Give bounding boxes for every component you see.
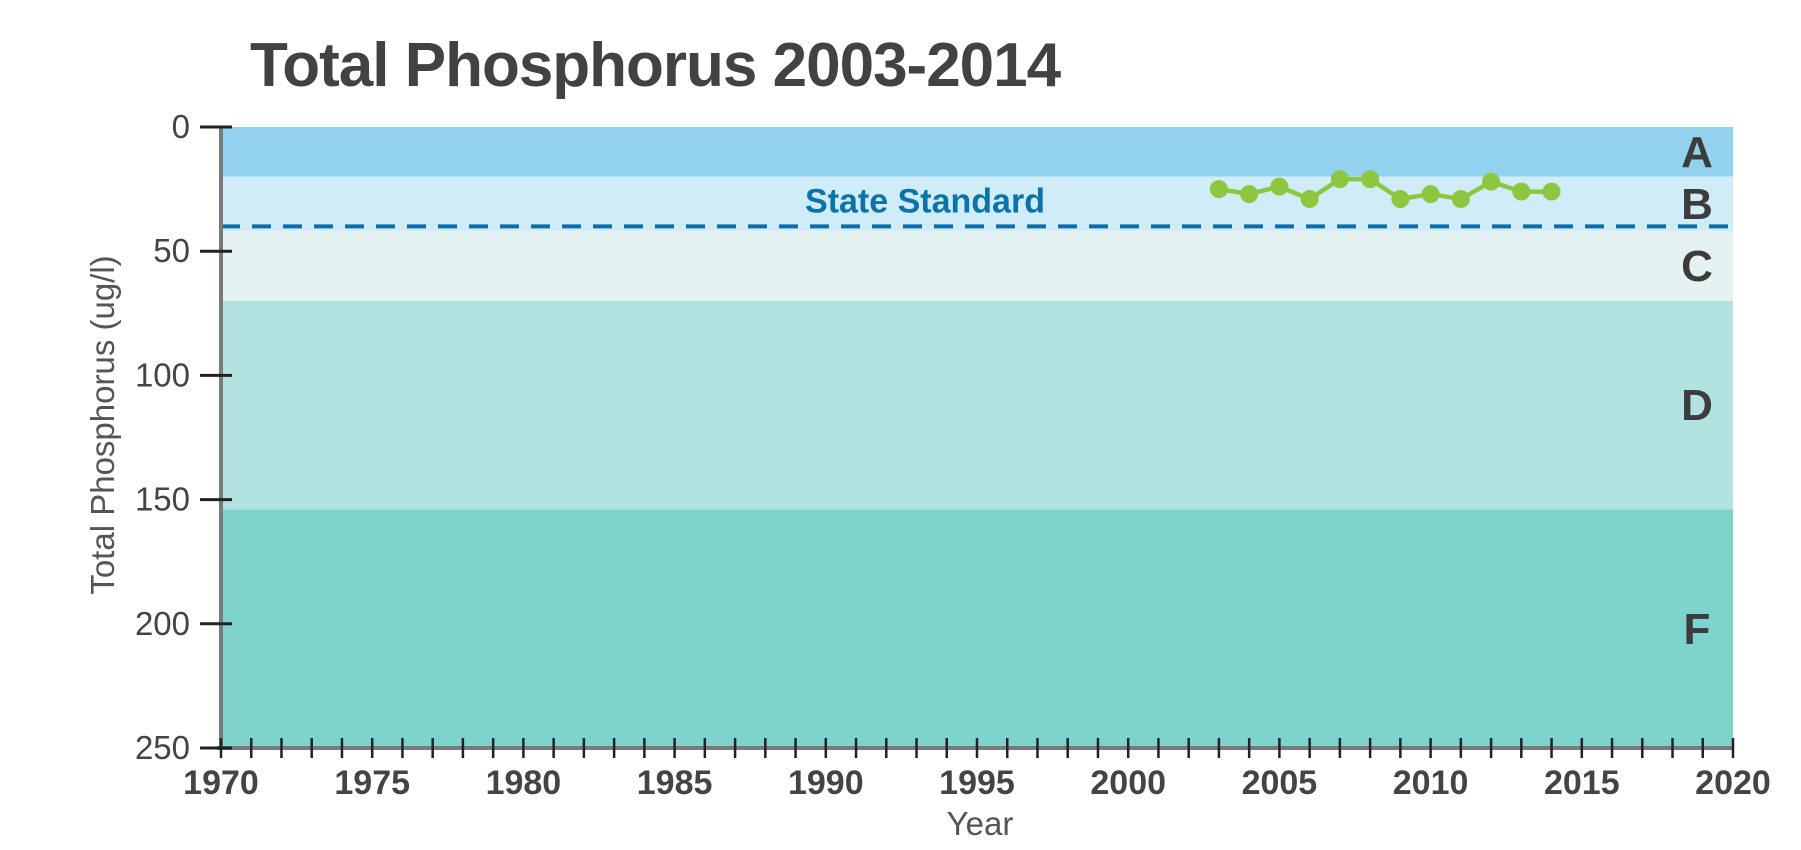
data-point	[1330, 170, 1349, 189]
chart-title: Total Phosphorus 2003-2014	[250, 31, 1062, 100]
x-tick-label: 1995	[939, 764, 1015, 802]
zone-label-a: A	[1681, 128, 1713, 177]
data-point	[1512, 182, 1531, 201]
zone-f	[221, 509, 1733, 748]
data-point	[1300, 190, 1319, 209]
y-axis-label: Total Phosphorus (ug/l)	[84, 255, 121, 594]
data-point	[1421, 185, 1440, 204]
x-tick-label: 1975	[334, 764, 410, 802]
state-standard-label: State Standard	[805, 182, 1045, 220]
x-tick-label: 2015	[1544, 764, 1620, 802]
zone-label-f: F	[1684, 605, 1711, 654]
x-tick-label: 2010	[1393, 764, 1469, 802]
x-tick-label: 2020	[1695, 764, 1771, 802]
x-tick-label: 2000	[1090, 764, 1166, 802]
data-point	[1482, 172, 1501, 191]
zone-c	[221, 231, 1733, 301]
zone-label-b: B	[1681, 180, 1713, 229]
y-tick-label: 200	[135, 605, 190, 642]
x-tick-label: 2005	[1242, 764, 1318, 802]
data-point	[1240, 185, 1259, 204]
zone-a	[221, 127, 1733, 177]
y-tick-label: 0	[172, 108, 190, 145]
data-point	[1542, 182, 1561, 201]
zone-label-c: C	[1681, 242, 1713, 291]
y-tick-label: 50	[153, 232, 190, 269]
data-point	[1209, 180, 1228, 199]
y-tick-label: 250	[135, 729, 190, 766]
x-axis-label: Year	[947, 805, 1014, 842]
data-point	[1451, 190, 1470, 209]
data-point	[1391, 190, 1410, 209]
y-tick-label: 100	[135, 356, 190, 393]
state-standard-reference: State Standard	[221, 182, 1733, 229]
zone-label-d: D	[1681, 381, 1713, 430]
x-tick-label: 1970	[183, 764, 259, 802]
data-point	[1270, 177, 1289, 196]
x-tick-label: 1985	[637, 764, 713, 802]
y-tick-label: 150	[135, 481, 190, 518]
grade-zone-labels: ABC D F	[1681, 128, 1713, 654]
zone-d	[221, 300, 1733, 510]
data-series	[1209, 170, 1561, 209]
x-tick-label: 1980	[486, 764, 562, 802]
x-tick-label: 1990	[788, 764, 864, 802]
data-point	[1361, 170, 1380, 189]
